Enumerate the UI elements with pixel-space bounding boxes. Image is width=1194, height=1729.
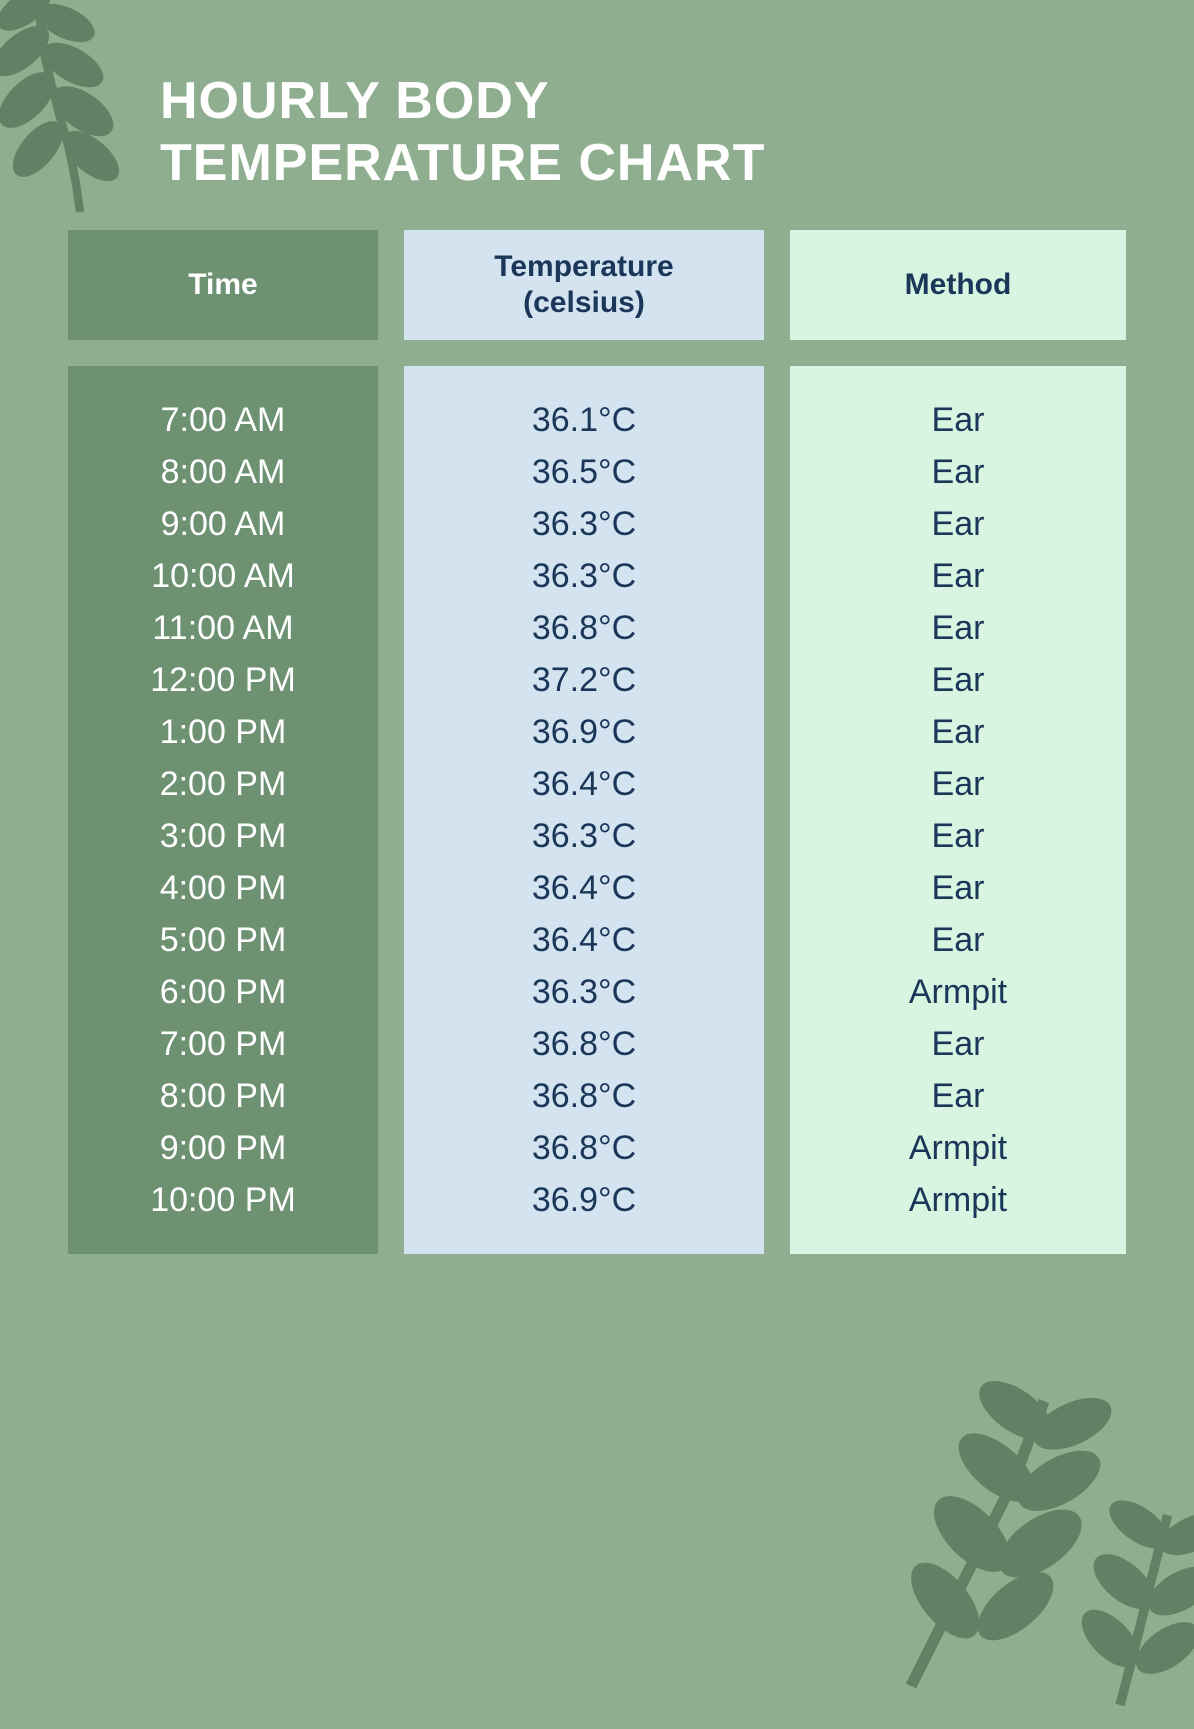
leaf-decoration-bottom-right xyxy=(854,1344,1194,1724)
temperature-cell: 36.3°C xyxy=(532,498,636,550)
method-cell: Ear xyxy=(932,446,985,498)
time-cell: 7:00 AM xyxy=(161,394,286,446)
time-cell: 6:00 PM xyxy=(160,966,287,1018)
temperature-cell: 36.8°C xyxy=(532,1018,636,1070)
method-cell: Ear xyxy=(932,914,985,966)
method-cell: Ear xyxy=(932,862,985,914)
method-cell: Ear xyxy=(932,1070,985,1122)
time-cell: 5:00 PM xyxy=(160,914,287,966)
method-cell: Ear xyxy=(932,810,985,862)
temperature-chart: Time Temperature (celsius) Method 7:00 A… xyxy=(68,230,1126,1254)
time-column: 7:00 AM8:00 AM9:00 AM10:00 AM11:00 AM12:… xyxy=(68,366,378,1254)
chart-title: HOURLY BODY TEMPERATURE CHART xyxy=(160,70,765,195)
method-cell: Ear xyxy=(932,394,985,446)
table-body: 7:00 AM8:00 AM9:00 AM10:00 AM11:00 AM12:… xyxy=(68,366,1126,1254)
time-cell: 11:00 AM xyxy=(152,602,293,654)
temperature-cell: 37.2°C xyxy=(532,654,636,706)
temperature-cell: 36.4°C xyxy=(532,862,636,914)
temperature-cell: 36.3°C xyxy=(532,966,636,1018)
time-cell: 3:00 PM xyxy=(160,810,287,862)
method-cell: Armpit xyxy=(909,966,1007,1018)
temperature-cell: 36.1°C xyxy=(532,394,636,446)
time-cell: 1:00 PM xyxy=(160,706,287,758)
time-cell: 8:00 PM xyxy=(160,1070,287,1122)
method-cell: Ear xyxy=(932,706,985,758)
method-cell: Ear xyxy=(932,550,985,602)
temperature-cell: 36.4°C xyxy=(532,758,636,810)
method-cell: Ear xyxy=(932,758,985,810)
temperature-cell: 36.8°C xyxy=(532,602,636,654)
temperature-cell: 36.4°C xyxy=(532,914,636,966)
method-cell: Ear xyxy=(932,1018,985,1070)
method-column: EarEarEarEarEarEarEarEarEarEarEarArmpitE… xyxy=(790,366,1126,1254)
method-cell: Armpit xyxy=(909,1174,1007,1226)
temperature-cell: 36.9°C xyxy=(532,1174,636,1226)
method-cell: Ear xyxy=(932,654,985,706)
temperature-cell: 36.3°C xyxy=(532,550,636,602)
temperature-cell: 36.8°C xyxy=(532,1070,636,1122)
temperature-column: 36.1°C36.5°C36.3°C36.3°C36.8°C37.2°C36.9… xyxy=(404,366,764,1254)
time-cell: 9:00 PM xyxy=(160,1122,287,1174)
time-cell: 2:00 PM xyxy=(160,758,287,810)
header-temperature: Temperature (celsius) xyxy=(404,230,764,340)
table-header-row: Time Temperature (celsius) Method xyxy=(68,230,1126,340)
method-cell: Ear xyxy=(932,602,985,654)
temperature-cell: 36.9°C xyxy=(532,706,636,758)
time-cell: 7:00 PM xyxy=(160,1018,287,1070)
header-time: Time xyxy=(68,230,378,340)
method-cell: Armpit xyxy=(909,1122,1007,1174)
temperature-cell: 36.5°C xyxy=(532,446,636,498)
temperature-cell: 36.3°C xyxy=(532,810,636,862)
time-cell: 9:00 AM xyxy=(161,498,286,550)
time-cell: 8:00 AM xyxy=(161,446,286,498)
time-cell: 10:00 AM xyxy=(151,550,295,602)
time-cell: 12:00 PM xyxy=(150,654,296,706)
temperature-cell: 36.8°C xyxy=(532,1122,636,1174)
method-cell: Ear xyxy=(932,498,985,550)
time-cell: 10:00 PM xyxy=(150,1174,296,1226)
header-method: Method xyxy=(790,230,1126,340)
time-cell: 4:00 PM xyxy=(160,862,287,914)
